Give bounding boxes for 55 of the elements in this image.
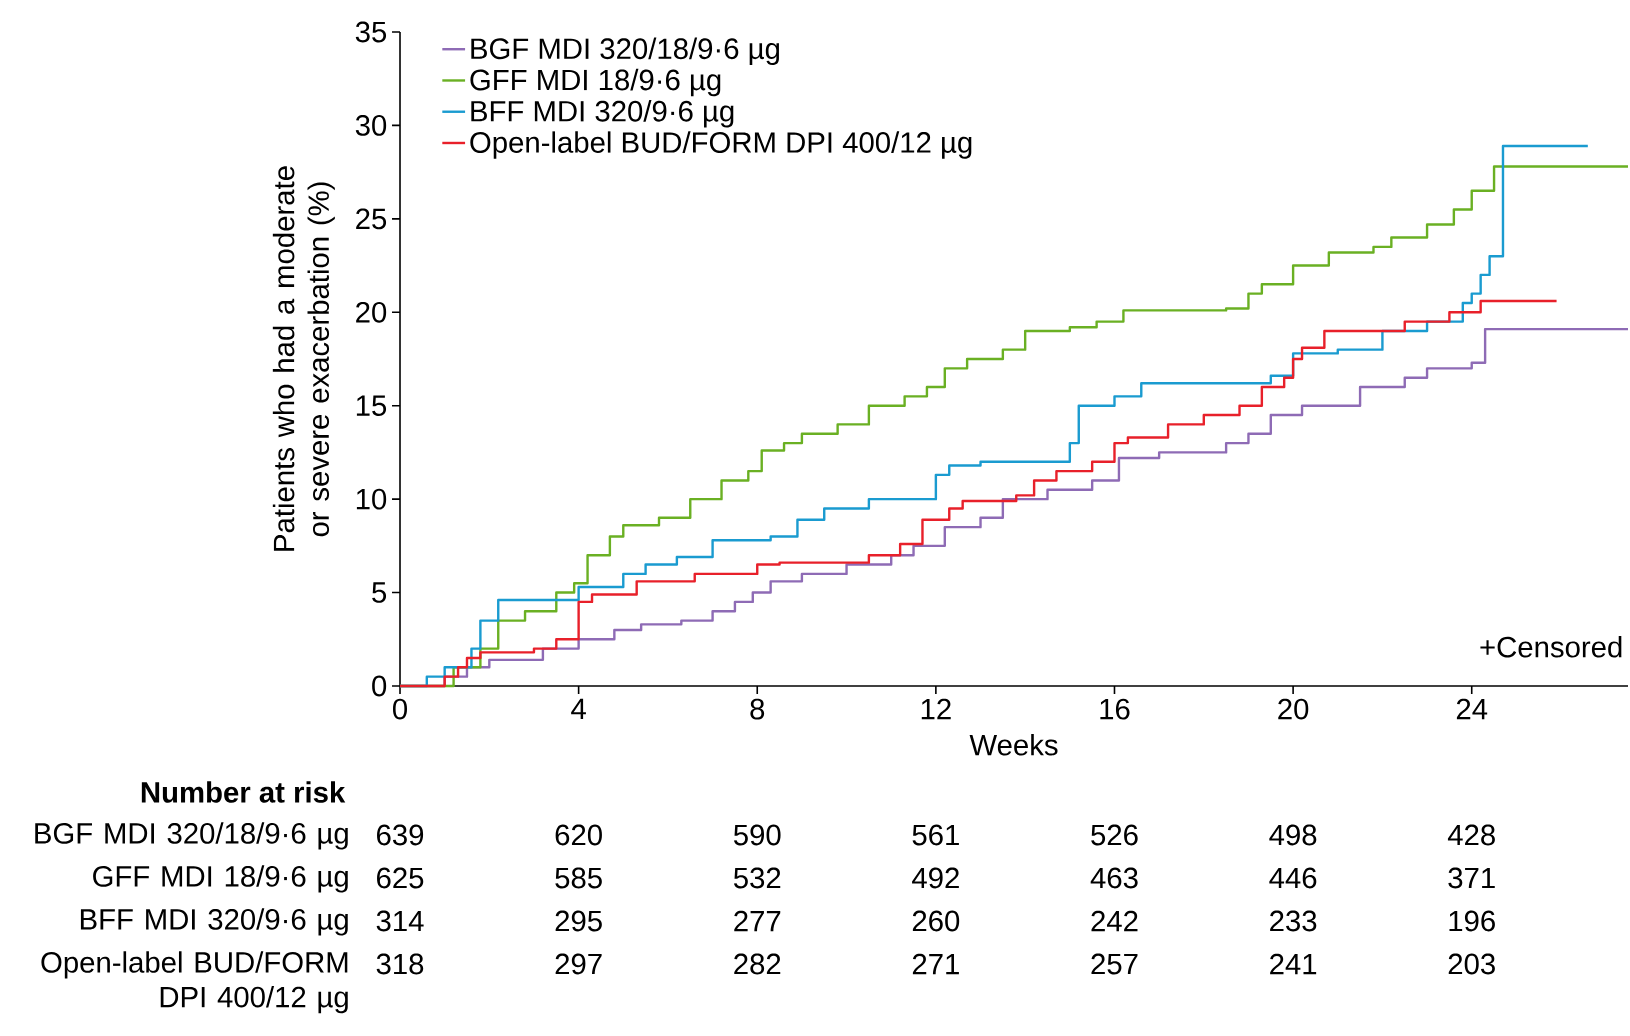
y-tick-label: 35 (355, 21, 387, 43)
x-tick-label: 24 (1456, 698, 1488, 720)
text: 295 (555, 910, 602, 932)
text: 585 (555, 867, 602, 889)
legend-label: GFF MDI 18/9·6 µg (470, 68, 721, 97)
x-tick-label: 16 (1100, 698, 1130, 720)
y-tick-label: 30 (355, 115, 387, 136)
legend-label: BGF MDI 320/18/9·6 µg (471, 37, 780, 65)
text: 233 (1270, 910, 1317, 932)
text: 277 (734, 910, 781, 932)
text: 196 (1449, 910, 1495, 932)
y-tick-label: 20 (356, 301, 387, 323)
legend-label: BFF MDI 320/9·6 µg (471, 100, 734, 128)
text: Number at risk (141, 781, 346, 803)
text: 492 (912, 867, 959, 889)
text: 590 (733, 824, 781, 846)
text: 498 (1269, 824, 1317, 846)
x-tick-label: 12 (921, 698, 951, 720)
annotation: +Censored (1480, 635, 1622, 658)
text: 532 (733, 867, 781, 889)
text: 282 (734, 953, 781, 975)
text: 271 (912, 953, 959, 975)
y-tick-label: 25 (356, 208, 387, 230)
text: 526 (1091, 824, 1138, 846)
text: 242 (1091, 910, 1138, 932)
x-tick-label: 4 (571, 698, 586, 719)
y-tick-label: 10 (356, 488, 387, 510)
text: 561 (912, 824, 959, 846)
text: 260 (912, 910, 960, 932)
text: BGF MDI 320/18/9·6 µg (35, 822, 348, 850)
text: 257 (1091, 953, 1138, 975)
x-tick-label: 20 (1278, 698, 1309, 720)
text: 241 (1270, 953, 1317, 975)
text: 446 (1269, 867, 1317, 889)
text: 371 (1448, 867, 1495, 889)
text: 314 (376, 910, 424, 932)
text: BFF MDI 320/9·6 µg (80, 908, 348, 936)
x-tick-label: 8 (750, 698, 765, 720)
text: 463 (1090, 867, 1138, 889)
text: 639 (377, 824, 424, 846)
x-axis-title: Weeks (969, 733, 1058, 756)
text: 428 (1447, 824, 1495, 846)
text: 297 (555, 953, 602, 975)
x-tick-label: 0 (393, 698, 408, 720)
y-tick-label: 15 (356, 395, 387, 416)
legend-label: Open-label BUD/FORM DPI 400/12 µg (470, 131, 972, 159)
y-axis-title: Patients who had a moderate or severe exacerbation (%) (272, 166, 335, 551)
text: Open-label BUD/FORM DPI 400/12 µg (41, 951, 348, 1014)
y-tick-label: 5 (372, 582, 387, 603)
text: GFF MDI 18/9·6 µg (93, 865, 348, 893)
text: 620 (555, 824, 602, 846)
y-tick-label: 0 (372, 675, 387, 697)
text: 203 (1448, 953, 1495, 975)
text: 318 (376, 953, 424, 975)
text: 625 (377, 867, 424, 889)
